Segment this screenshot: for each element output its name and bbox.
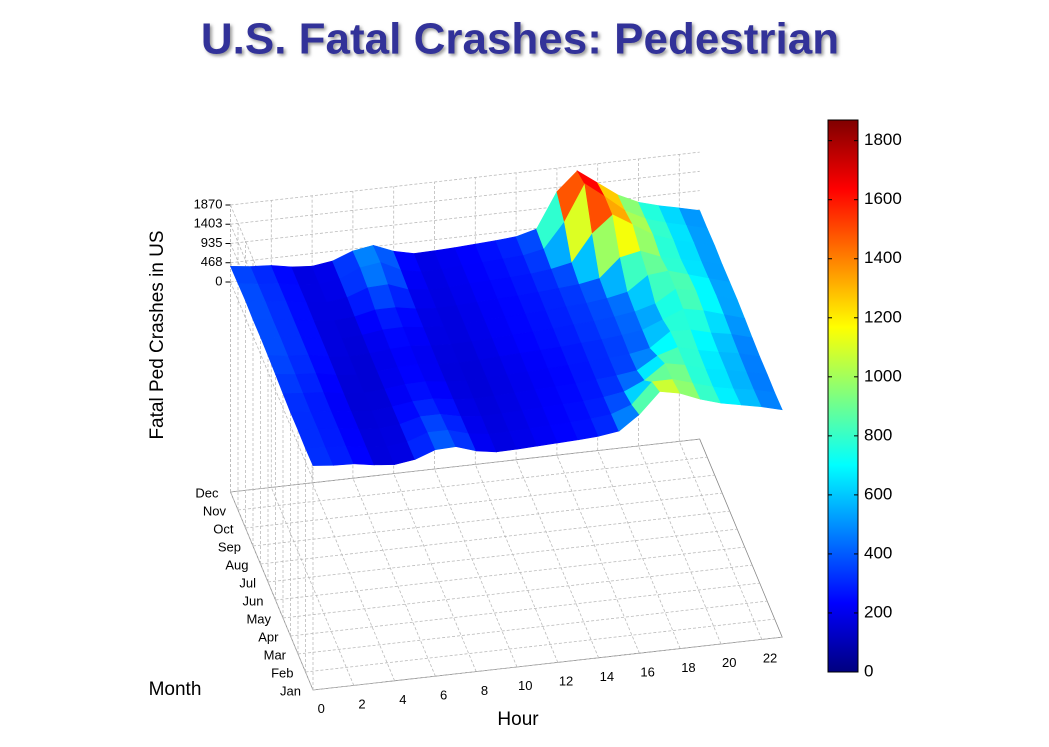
colorbar-tick-label: 1600 (864, 189, 902, 208)
y-tick-label: Aug (225, 557, 248, 572)
surface-patch (753, 389, 783, 411)
y-tick-label: May (246, 611, 271, 626)
x-tick-label: 12 (559, 674, 573, 689)
z-tick-label: 1403 (194, 216, 223, 231)
x-grid-line (556, 455, 640, 654)
z-grid-line (230, 281, 314, 481)
x-tick-label: 6 (440, 687, 447, 702)
y-axis-label: Month (149, 679, 202, 700)
y-grid-line (305, 618, 775, 673)
y-grid-line (245, 474, 715, 529)
y-tick-label: Apr (258, 629, 279, 644)
x-tick-label: 18 (681, 660, 695, 675)
x-grid-line (311, 482, 395, 681)
x-grid-line (678, 441, 763, 640)
colorbar-tick-label: 1200 (864, 307, 902, 326)
y-grid-line (230, 438, 700, 493)
colorbar-tick-label: 600 (864, 484, 892, 503)
y-tick-label: Oct (213, 521, 234, 536)
y-grid-line (267, 528, 738, 583)
y-tick-label: Mar (264, 647, 287, 662)
y-grid-line (312, 636, 783, 691)
z-axis-label: Fatal Ped Crashes in US (147, 230, 168, 439)
x-tick-label: 10 (518, 678, 532, 693)
y-tick-label: Nov (203, 503, 227, 518)
y-grid-line (297, 600, 768, 655)
colorbar-tick-label: 1400 (864, 248, 902, 267)
y-grid-line (237, 456, 708, 511)
z-grid-line (230, 190, 700, 244)
colorbar-tick-label: 200 (864, 602, 892, 621)
z-tick-label: 1870 (194, 196, 223, 211)
x-grid-line (393, 473, 477, 672)
y-tick-label: Jul (239, 575, 256, 590)
colorbar-tick-label: 1000 (864, 366, 902, 385)
x-grid-line (230, 491, 314, 691)
y-tick-label: Jun (243, 593, 264, 608)
colorbar-tick-label: 400 (864, 543, 892, 562)
colorbar-tick-label: 1800 (864, 130, 902, 149)
z-grid-line (230, 209, 700, 264)
y-grid-line (290, 582, 760, 637)
colorbar-tick-label: 0 (864, 661, 873, 680)
colorbar (827, 119, 859, 673)
x-grid-line (434, 468, 518, 668)
x-tick-label: 22 (763, 651, 777, 666)
y-tick-label: Dec (195, 485, 219, 500)
y-tick-label: Jan (280, 683, 301, 698)
x-tick-label: 14 (600, 669, 614, 684)
x-tick-label: 2 (358, 697, 365, 712)
surface (230, 170, 783, 466)
y-grid-line (275, 546, 745, 601)
z-tick-label: 468 (201, 254, 223, 269)
z-grid-line (230, 151, 700, 206)
z-tick-label: 0 (215, 273, 222, 288)
y-tick-label: Feb (271, 665, 293, 680)
x-grid-line (352, 478, 436, 677)
x-grid-line (597, 450, 681, 649)
chart-title: U.S. Fatal Crashes: Pedestrian (201, 15, 839, 64)
y-grid-line (260, 510, 730, 565)
x-grid-line (515, 459, 599, 658)
x-tick-label: 8 (481, 683, 488, 698)
x-tick-label: 16 (640, 664, 654, 679)
z-grid-line (230, 170, 700, 225)
y-grid-line (252, 492, 723, 547)
colorbar-tick-label: 800 (864, 425, 892, 444)
z-tick-label: 935 (201, 235, 223, 250)
x-axis-label: Hour (497, 709, 539, 730)
x-grid-line (638, 445, 722, 645)
x-grid-line (474, 464, 559, 663)
x-tick-label: 4 (399, 692, 406, 707)
y-grid-line (282, 564, 753, 619)
x-tick-label: 20 (722, 655, 736, 670)
y-tick-label: Sep (218, 539, 241, 554)
x-grid-line (270, 487, 355, 686)
x-tick-label: 0 (318, 701, 325, 716)
